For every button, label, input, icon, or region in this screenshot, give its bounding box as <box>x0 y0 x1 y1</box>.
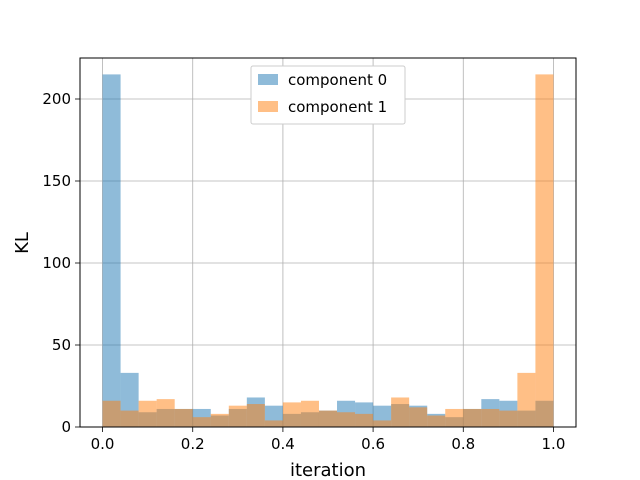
x-tick-label: 0.2 <box>181 435 205 453</box>
x-tick-label: 1.0 <box>542 435 566 453</box>
bar-component-1 <box>282 402 301 427</box>
legend-box <box>250 65 406 125</box>
legend-swatch-component-0 <box>258 74 278 85</box>
bar-component-1 <box>174 408 193 427</box>
x-axis-label: iteration <box>290 460 366 480</box>
bar-component-1 <box>192 417 211 427</box>
legend-swatch-component-1 <box>258 101 278 112</box>
bar-component-0 <box>102 74 121 428</box>
bar-component-1 <box>355 413 374 427</box>
bar-component-1 <box>409 407 428 427</box>
bar-component-1 <box>120 410 139 427</box>
bar-component-1 <box>318 410 338 427</box>
x-tick-label: 0.4 <box>271 435 295 453</box>
y-tick-label: 200 <box>42 90 71 108</box>
bar-component-1 <box>481 408 500 427</box>
bar-component-1 <box>210 413 229 427</box>
plot-frame <box>79 57 577 428</box>
bar-component-1 <box>391 397 410 427</box>
x-tick-label: 0.8 <box>451 435 475 453</box>
bar-component-1 <box>499 410 518 427</box>
y-tick-label: 50 <box>52 336 71 354</box>
bar-component-1 <box>264 420 283 427</box>
bar-component-1 <box>156 399 175 427</box>
bar-component-1 <box>535 74 554 428</box>
bar-component-1 <box>445 408 464 427</box>
x-tick-label: 0.0 <box>91 435 115 453</box>
bar-component-1 <box>138 400 157 427</box>
y-axis-label: KL <box>12 232 33 254</box>
y-tick-label: 100 <box>42 254 71 272</box>
legend: component 0 component 1 <box>250 65 406 125</box>
legend-label-component-1: component 1 <box>288 98 387 116</box>
bar-component-1 <box>300 400 319 427</box>
y-tick-label: 150 <box>42 172 71 190</box>
legend-label-component-0: component 0 <box>288 71 387 89</box>
bar-component-1 <box>463 408 482 427</box>
histogram-bars <box>102 74 554 428</box>
bar-component-1 <box>102 400 121 427</box>
x-tick-label: 0.6 <box>361 435 385 453</box>
axis-ticks: 0.0 0.2 0.4 0.6 0.8 1.0 0 50 100 150 200 <box>42 90 565 453</box>
bar-component-1 <box>427 415 446 427</box>
bar-component-1 <box>517 372 536 427</box>
bar-component-1 <box>373 420 392 427</box>
y-tick-label: 0 <box>61 418 71 436</box>
bar-component-1 <box>337 412 356 427</box>
bar-component-1 <box>246 404 265 427</box>
bar-component-1 <box>228 405 247 427</box>
